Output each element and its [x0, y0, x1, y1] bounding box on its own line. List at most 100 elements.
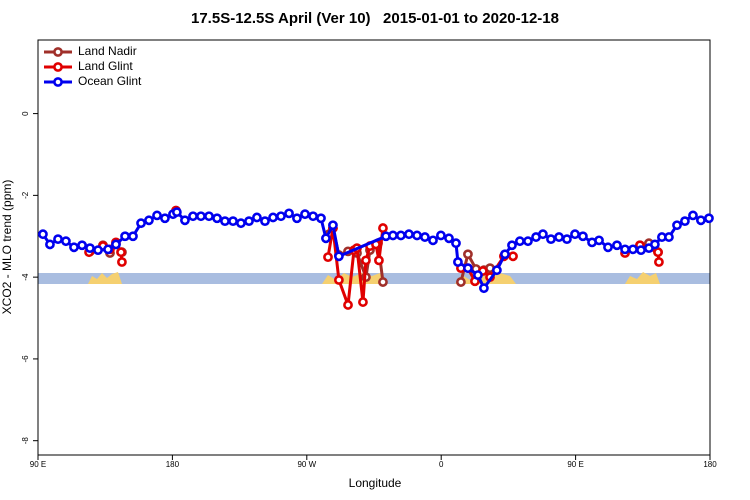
point	[463, 263, 473, 274]
point	[378, 223, 388, 233]
point	[343, 300, 353, 310]
point	[334, 251, 344, 262]
point	[603, 242, 613, 253]
point	[463, 249, 473, 260]
point	[316, 213, 326, 224]
legend-marker	[53, 47, 63, 57]
point	[120, 231, 130, 242]
point	[428, 235, 438, 246]
point	[252, 212, 262, 223]
point	[284, 208, 294, 219]
point	[53, 234, 63, 245]
point	[562, 234, 572, 245]
point	[404, 229, 414, 240]
point	[507, 240, 517, 251]
legend-label: Land Glint	[78, 59, 133, 73]
plot-frame	[37, 39, 711, 456]
point	[358, 297, 368, 307]
point	[244, 216, 254, 227]
point	[228, 216, 238, 227]
x-tick-label: 90 W	[297, 460, 316, 469]
point	[444, 233, 454, 244]
x-tick-label: 90 E	[30, 460, 46, 469]
point	[578, 231, 588, 242]
legend-marker	[53, 62, 63, 72]
point	[77, 240, 87, 251]
point	[636, 245, 646, 256]
point	[649, 239, 660, 250]
point	[220, 216, 230, 227]
point	[473, 270, 483, 280]
land-mask	[38, 272, 710, 284]
chart-title: 17.5S-12.5S April (Ver 10) 2015-01-01 to…	[191, 10, 559, 27]
point	[420, 232, 430, 242]
point	[321, 233, 331, 244]
point	[508, 251, 518, 262]
point	[695, 215, 706, 226]
point	[38, 229, 48, 240]
land-shape	[88, 272, 122, 284]
y-axis-label: XCO2 - MLO trend (ppm)	[0, 180, 14, 315]
point	[45, 239, 55, 250]
point	[268, 212, 278, 223]
x-tick-label: 180	[703, 460, 717, 469]
point	[103, 244, 113, 255]
x-axis-label: Longitude	[349, 476, 402, 490]
point	[93, 245, 103, 256]
point	[451, 238, 461, 249]
point	[523, 236, 533, 247]
point	[292, 213, 302, 224]
point	[152, 210, 162, 221]
point	[308, 211, 318, 222]
point	[374, 255, 384, 266]
point	[664, 232, 674, 242]
point	[116, 247, 126, 258]
point	[453, 257, 463, 267]
point	[479, 283, 489, 294]
point	[537, 229, 548, 240]
point	[300, 209, 310, 220]
point	[276, 211, 286, 222]
point	[378, 277, 388, 287]
point	[180, 215, 190, 226]
point	[236, 218, 246, 229]
x-tick-label: 180	[166, 460, 180, 469]
point	[654, 257, 664, 267]
legend-label: Land Nadir	[78, 44, 137, 58]
point	[69, 242, 79, 253]
y-tick-label: -8	[21, 437, 30, 445]
point	[500, 249, 510, 260]
point	[672, 220, 682, 231]
point	[204, 211, 214, 222]
point	[260, 216, 270, 227]
point	[334, 275, 344, 285]
point	[160, 213, 170, 224]
point	[328, 220, 338, 231]
legend-marker	[53, 77, 63, 87]
point	[85, 243, 95, 254]
point	[111, 239, 121, 250]
land-shape	[625, 272, 660, 284]
point	[436, 230, 446, 241]
point	[612, 240, 622, 251]
point	[136, 218, 146, 229]
point	[688, 210, 698, 221]
point	[323, 252, 333, 263]
point	[492, 265, 502, 276]
y-tick-label: 0	[21, 111, 30, 116]
point	[117, 257, 127, 267]
point	[514, 236, 525, 247]
point	[653, 247, 663, 258]
x-tick-label: 90 E	[567, 460, 583, 469]
point	[144, 215, 154, 226]
point	[388, 230, 398, 241]
point	[554, 232, 564, 242]
point	[546, 234, 556, 245]
point	[456, 277, 466, 287]
point	[188, 211, 198, 222]
y-tick-label: -4	[21, 273, 30, 281]
point	[620, 244, 630, 255]
y-tick-label: -6	[21, 355, 30, 363]
point	[212, 213, 222, 224]
